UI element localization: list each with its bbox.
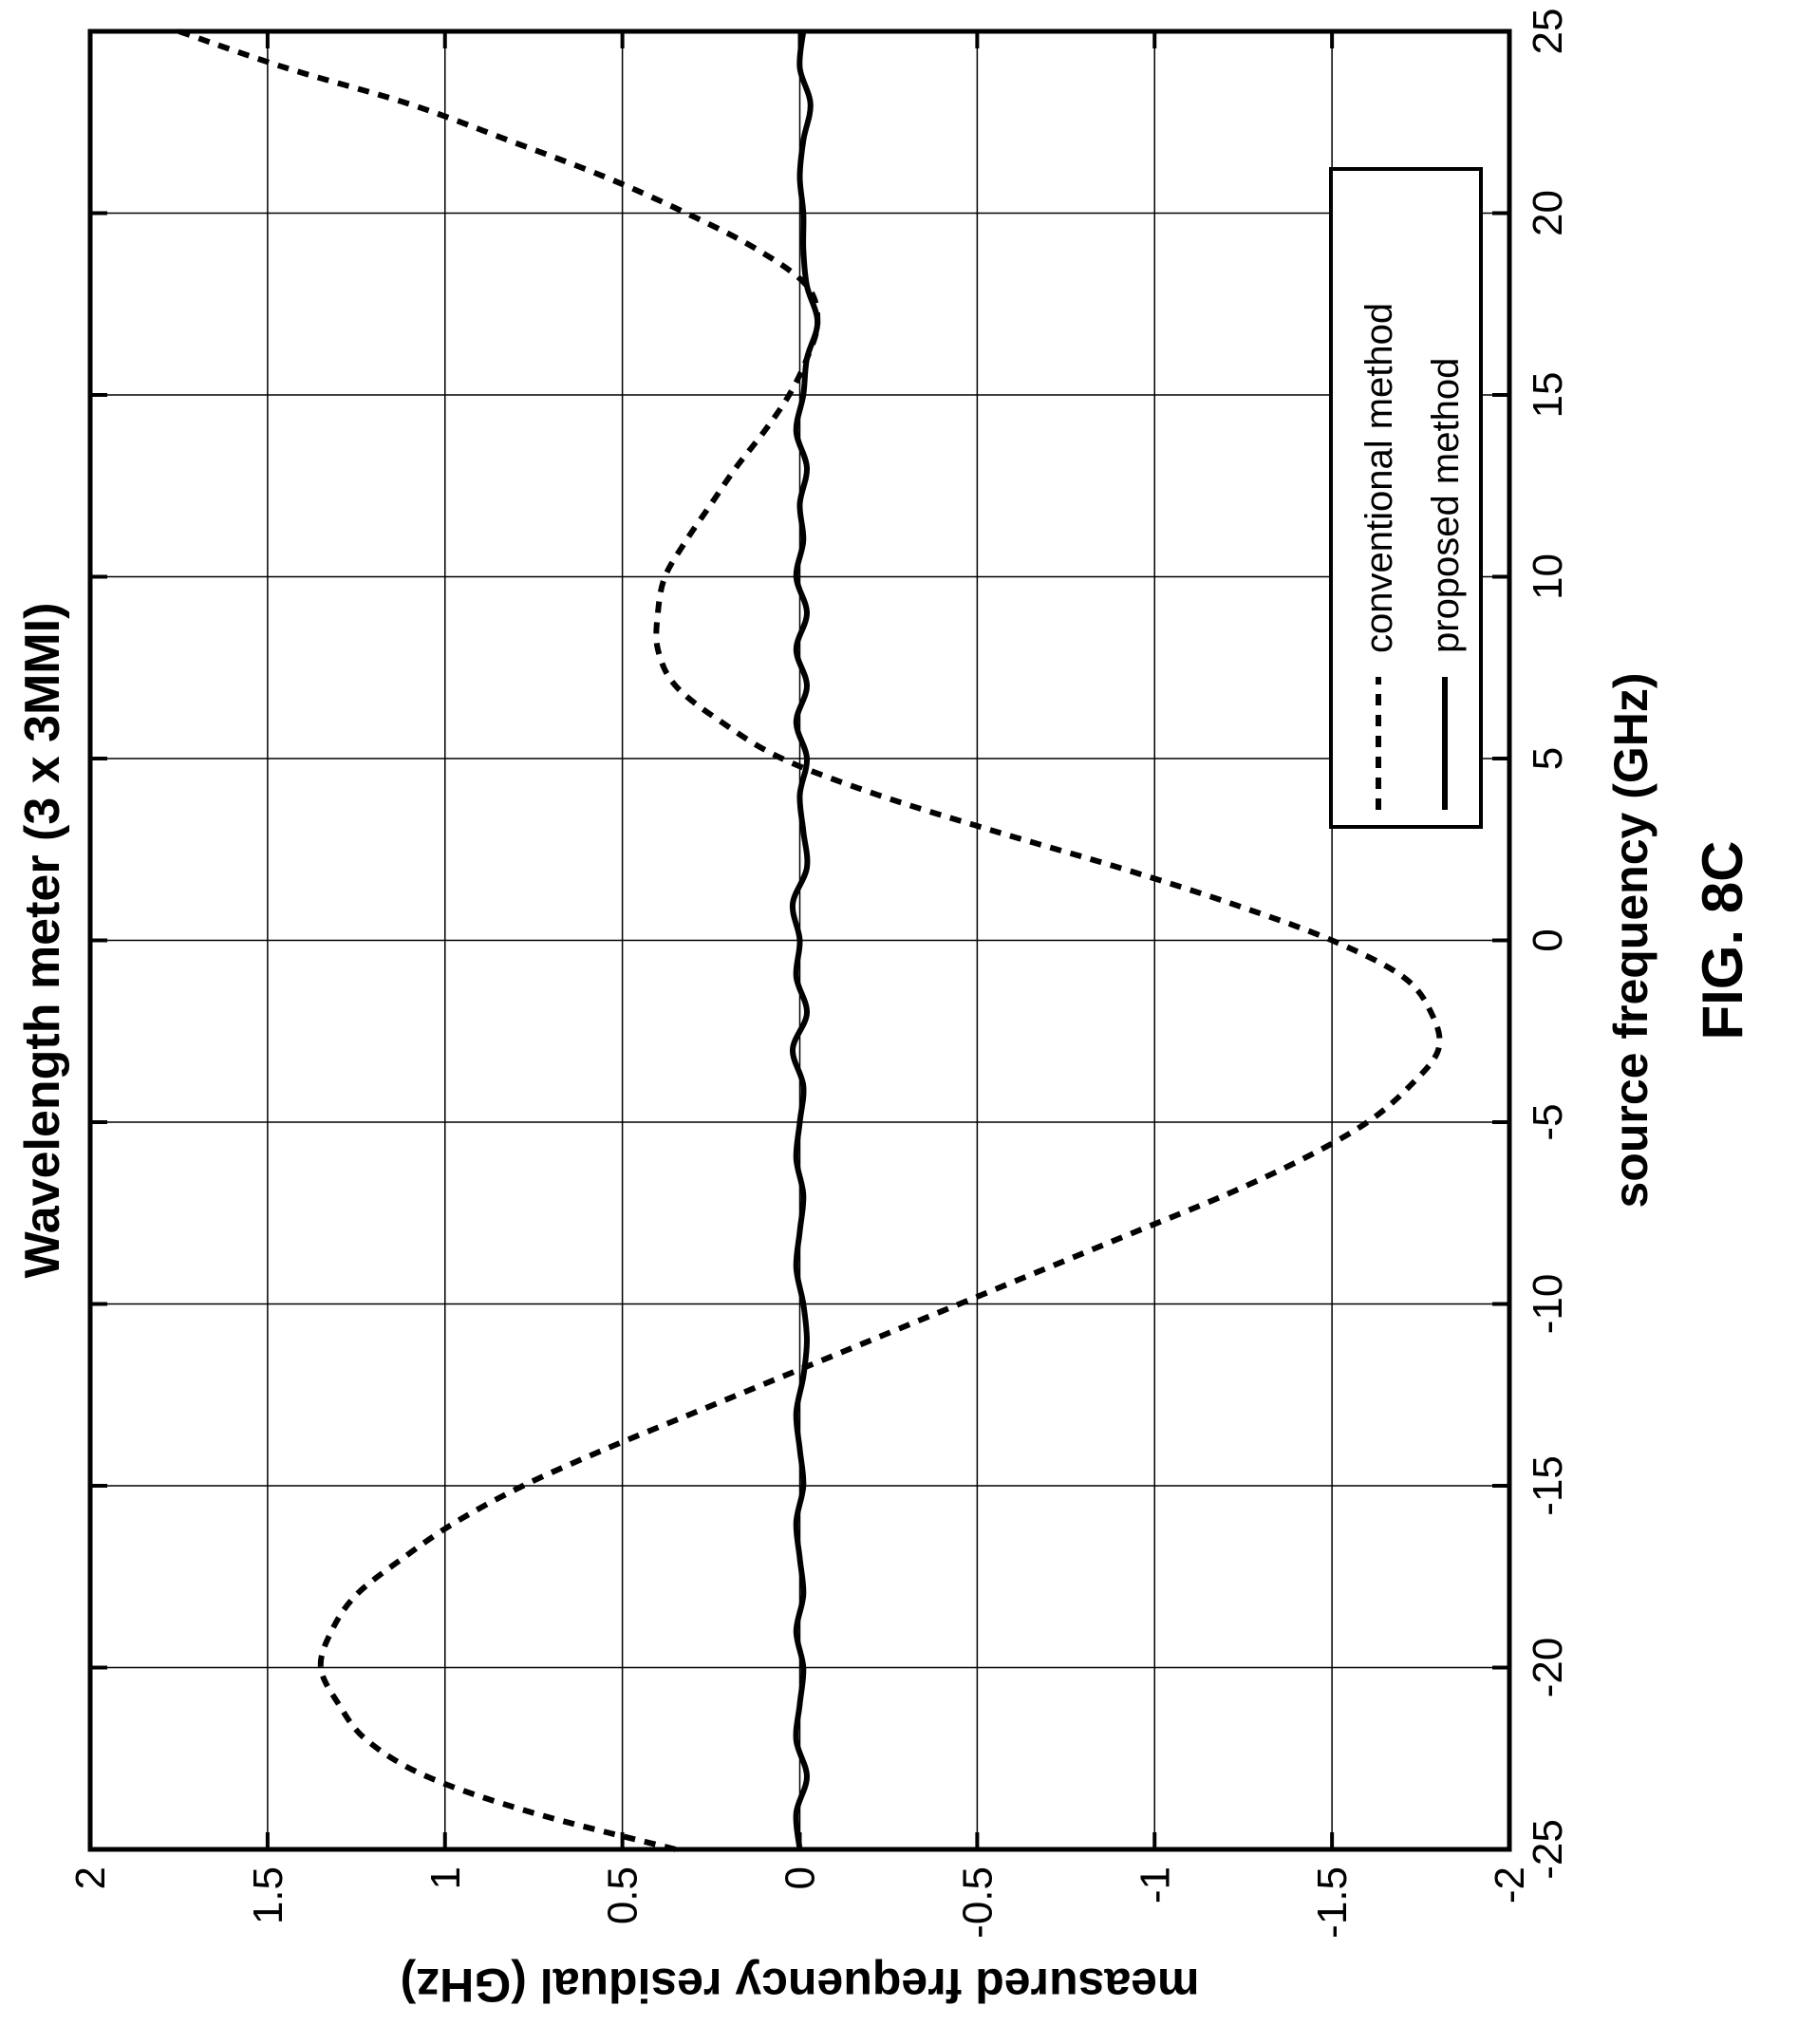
x-tick-label: 20	[1525, 190, 1571, 236]
y-tick-label: 1	[422, 1866, 469, 1889]
axis-ticks: -25 -20 -15 -10 -5 0 5 10 15 20 25 2 1.5 1 0.5 0 -0.5 -1 -…	[67, 9, 1571, 1939]
legend-box	[1329, 167, 1483, 829]
chart-title: Wavelength meter (3 x 3MMI)	[15, 603, 70, 1279]
x-tick-label: 0	[1525, 928, 1571, 951]
y-tick-label: 1.5	[245, 1866, 291, 1924]
y-tick-label: 0	[777, 1866, 824, 1889]
x-tick-label: -25	[1525, 1819, 1571, 1880]
plot-series	[178, 28, 1443, 1852]
y-tick-label: -1.5	[1309, 1866, 1356, 1939]
x-tick-label: 5	[1525, 747, 1571, 770]
y-axis-label: measured frequency residual (GHz)	[401, 1959, 1200, 2012]
x-tick-label: 10	[1525, 553, 1571, 600]
x-tick-label: -15	[1525, 1455, 1571, 1516]
y-tick-label: -1	[1132, 1866, 1178, 1903]
x-tick-label: -5	[1525, 1103, 1571, 1140]
figure-label: FIG. 8C	[1691, 840, 1754, 1040]
legend-label-proposed: proposed method	[1425, 358, 1467, 653]
y-tick-label: 0.5	[600, 1866, 646, 1924]
legend: conventional method proposed method	[1329, 167, 1483, 829]
x-tick-label: -10	[1525, 1274, 1571, 1335]
x-tick-label: 25	[1525, 9, 1571, 55]
x-axis-label: source frequency (GHz)	[1604, 672, 1658, 1208]
legend-label-conventional: conventional method	[1358, 303, 1400, 653]
y-tick-label: -2	[1487, 1866, 1533, 1903]
y-tick-label: -0.5	[954, 1866, 1001, 1939]
x-tick-label: 15	[1525, 372, 1571, 419]
series-line-proposed	[789, 30, 821, 1850]
y-tick-label: 2	[67, 1866, 114, 1889]
x-tick-label: -20	[1525, 1638, 1571, 1698]
